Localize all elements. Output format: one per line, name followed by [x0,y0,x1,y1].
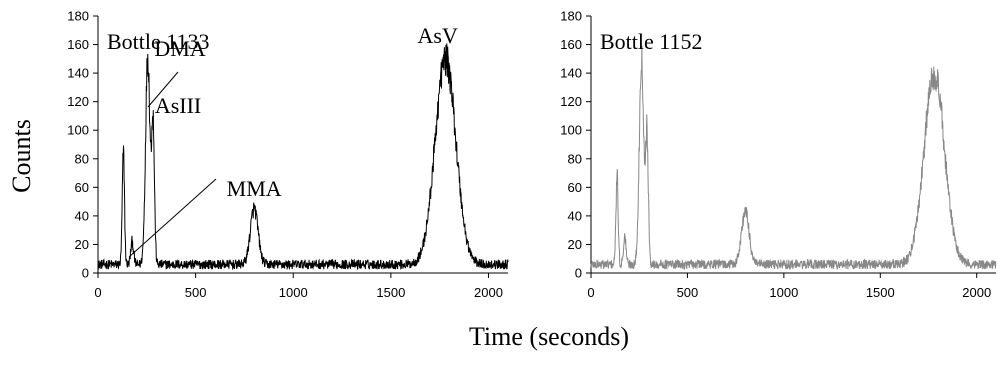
y-tick-label: 40 [568,208,582,223]
x-tick-label: 500 [677,285,699,300]
signal-trace [97,43,509,271]
x-axis-label: Time (seconds) [469,322,629,351]
y-tick-label: 40 [75,208,89,223]
x-tick-label: 2000 [474,285,503,300]
y-tick-label: 160 [67,37,89,52]
panel-title: Bottle 1133 [107,29,209,54]
y-tick-label: 100 [67,123,89,138]
y-tick-label: 120 [560,94,582,109]
x-tick-label: 0 [94,285,101,300]
signal-trace [590,45,997,271]
x-tick-label: 1000 [279,285,308,300]
x-tick-label: 2000 [962,285,991,300]
y-tick-label: 80 [568,151,582,166]
x-tick-label: 1500 [376,285,405,300]
chart-panel-bottle-1152: 0 20 40 60 80 100 120 140 160 180 0 500 1000 1500 2000… [560,9,997,300]
y-tick-label: 140 [560,66,582,81]
y-tick-label: 0 [575,266,582,281]
peak-label: DMA [154,36,205,61]
y-tick-label: 160 [560,37,582,52]
y-tick-label: 0 [82,266,89,281]
annotation-leader-lines [128,71,217,258]
chart-panel-bottle-1133: 0 20 40 60 80 100 120 140 160 180 0 500 1000 1500 2000… [67,9,509,300]
y-tick-label: 180 [560,9,582,24]
peak-label: MMA [227,176,282,201]
dma-leader-line [147,71,179,108]
y-tick-label: 140 [67,66,89,81]
peak-label: AsV [418,23,458,48]
x-tick-label: 500 [185,285,207,300]
x-tick-label: 1500 [866,285,895,300]
y-tick-label: 20 [568,237,582,252]
y-tick-label: 120 [67,94,89,109]
asiii-leader-line [128,178,217,258]
x-tick-label: 1000 [769,285,798,300]
y-tick-label: 100 [560,123,582,138]
y-tick-label: 80 [75,151,89,166]
peak-label: AsIII [155,93,201,118]
y-axis-label: Counts [7,119,36,193]
y-tick-label: 180 [67,9,89,24]
panel-title: Bottle 1152 [600,29,702,54]
y-tick-label: 60 [75,180,89,195]
y-tick-label: 20 [75,237,89,252]
x-tick-label: 0 [587,285,594,300]
y-tick-label: 60 [568,180,582,195]
